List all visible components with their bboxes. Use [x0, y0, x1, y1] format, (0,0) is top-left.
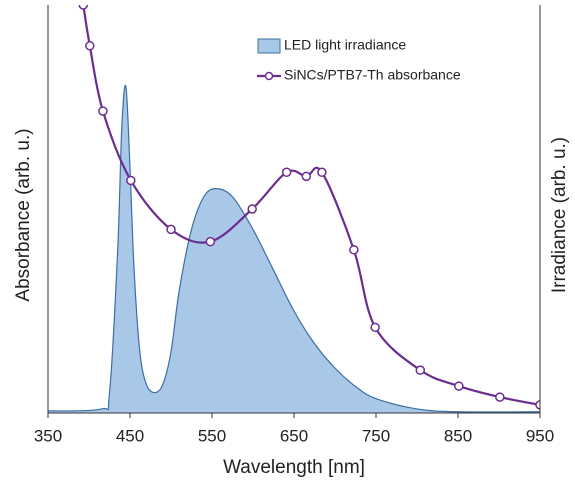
absorbance-marker: [126, 175, 136, 186]
plot-area: [48, 5, 540, 413]
absorbance-marker: [454, 381, 464, 391]
legend-label: LED light irradiance: [284, 37, 406, 53]
absorbance-marker: [415, 365, 426, 375]
absorbance-marker: [166, 224, 176, 235]
absorbance-marker: [349, 245, 359, 255]
legend-swatch: [257, 38, 281, 54]
absorbance-marker: [205, 236, 216, 247]
x-tick-label: 950: [526, 426, 554, 445]
irradiance-edge: [48, 84, 540, 413]
absorbance-marker: [247, 204, 257, 214]
x-tick-label: 450: [116, 426, 144, 445]
legend-marker: [264, 71, 274, 81]
x-axis-title: Wavelength [nm]: [223, 457, 365, 478]
x-tick-label: 650: [280, 426, 308, 445]
legend-label: SiNCs/PTB7-Th absorbance: [284, 67, 461, 83]
y-axis-title: Absorbance (arb. u.): [13, 128, 34, 301]
x-tick-label: 350: [34, 426, 62, 445]
x-tick-label: 750: [362, 426, 390, 445]
absorbance-line: [82, 5, 540, 406]
absorbance-marker: [535, 400, 540, 410]
absorbance-marker: [85, 41, 95, 51]
absorbance-marker: [495, 392, 505, 402]
x-tick-label: 850: [444, 426, 472, 445]
y2-axis-title: Irradiance (arb. u.): [549, 137, 570, 293]
x-tick-label: 550: [198, 426, 226, 445]
absorbance-marker: [281, 167, 292, 178]
absorbance-marker: [370, 322, 380, 333]
absorbance-marker: [78, 5, 89, 10]
absorbance-marker: [317, 167, 327, 178]
absorbance-marker: [98, 106, 108, 116]
irradiance-area: [48, 85, 540, 413]
absorbance-marker: [301, 171, 312, 182]
